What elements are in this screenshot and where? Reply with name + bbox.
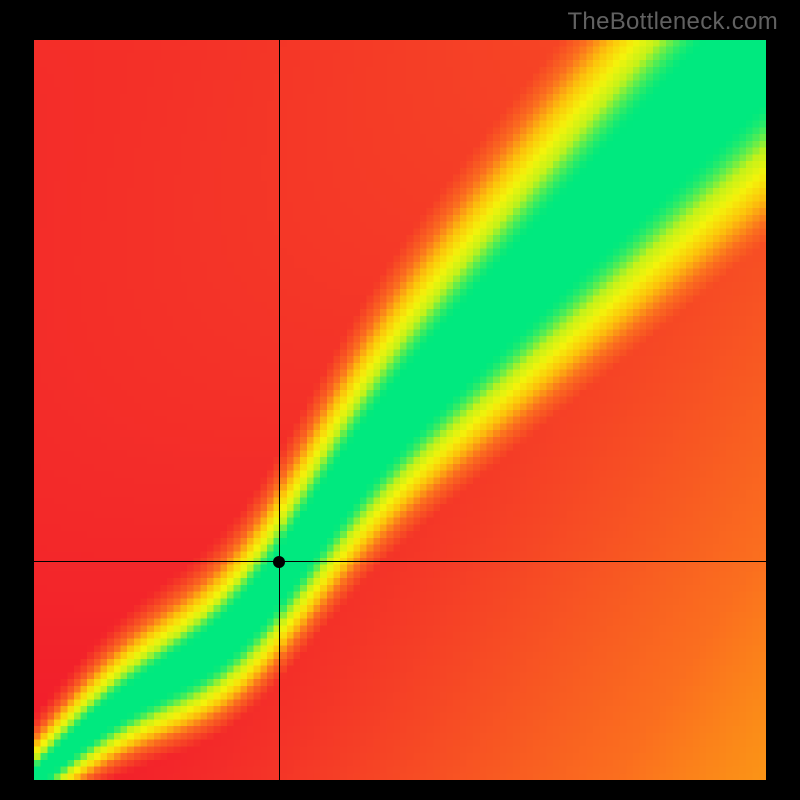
chart-container: TheBottleneck.com (0, 0, 800, 800)
crosshair-vertical (279, 40, 280, 780)
crosshair-horizontal (34, 561, 766, 562)
bottleneck-heatmap (34, 40, 766, 780)
watermark-text: TheBottleneck.com (567, 8, 778, 36)
crosshair-dot (273, 556, 285, 568)
